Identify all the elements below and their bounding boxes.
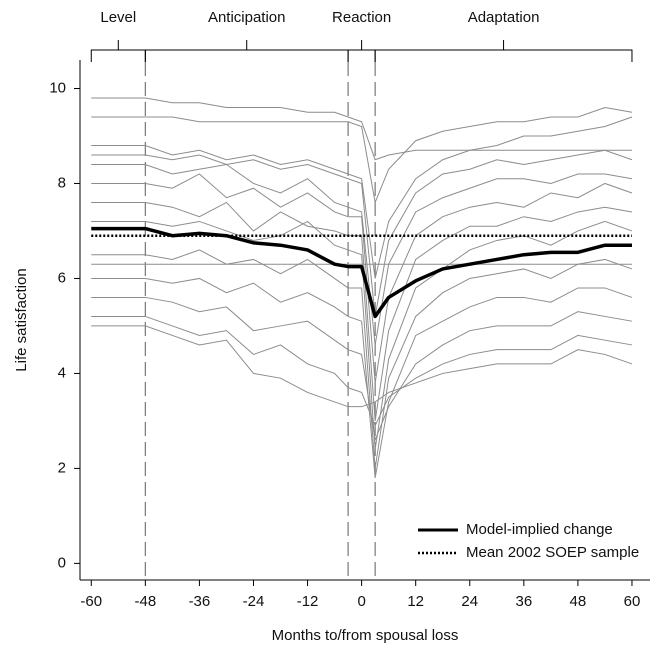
x-tick-label: -12 (297, 593, 319, 610)
individual-line (91, 315, 633, 427)
phase-bracket (374, 40, 633, 62)
y-axis-label: Life satisfaction (13, 268, 30, 371)
phase-bracket (90, 40, 146, 62)
x-tick-label: -48 (134, 593, 156, 610)
legend-label: Mean 2002 SOEP sample (466, 544, 639, 561)
individual-line (91, 201, 633, 421)
model-line (91, 226, 632, 319)
individual-line (91, 277, 633, 478)
individual-line (91, 97, 632, 161)
individual-line (91, 163, 633, 346)
x-tick-label: 60 (624, 593, 641, 610)
y-tick-label: 4 (58, 364, 66, 381)
individual-line (91, 325, 633, 408)
x-tick-label: 36 (515, 593, 532, 610)
phase-bracket (144, 40, 349, 62)
individual-line (91, 106, 633, 205)
individual-line (91, 220, 633, 450)
x-tick-label: -36 (189, 593, 211, 610)
phase-label: Anticipation (208, 9, 286, 26)
y-tick-label: 10 (49, 79, 66, 96)
individual-line (91, 296, 633, 442)
legend-label: Model-implied change (466, 521, 613, 538)
y-tick-label: 6 (58, 269, 66, 286)
y-tick-label: 2 (58, 459, 66, 476)
x-tick-label: 12 (407, 593, 424, 610)
y-tick-label: 0 (58, 554, 66, 571)
x-tick-label: -24 (243, 593, 265, 610)
individual-line (91, 149, 633, 317)
individual-line (91, 116, 633, 279)
individual-line (91, 173, 633, 384)
x-tick-label: 0 (357, 593, 365, 610)
x-tick-label: 48 (570, 593, 587, 610)
x-tick-label: 24 (461, 593, 478, 610)
phase-label: Level (100, 9, 136, 26)
individual-line (91, 249, 633, 469)
x-axis-label: Months to/from spousal loss (272, 627, 459, 644)
y-tick-label: 8 (58, 174, 66, 191)
x-tick-label: -60 (80, 593, 102, 610)
phase-bracket (347, 40, 376, 62)
phase-label: Reaction (332, 9, 391, 26)
phase-label: Adaptation (468, 9, 540, 26)
